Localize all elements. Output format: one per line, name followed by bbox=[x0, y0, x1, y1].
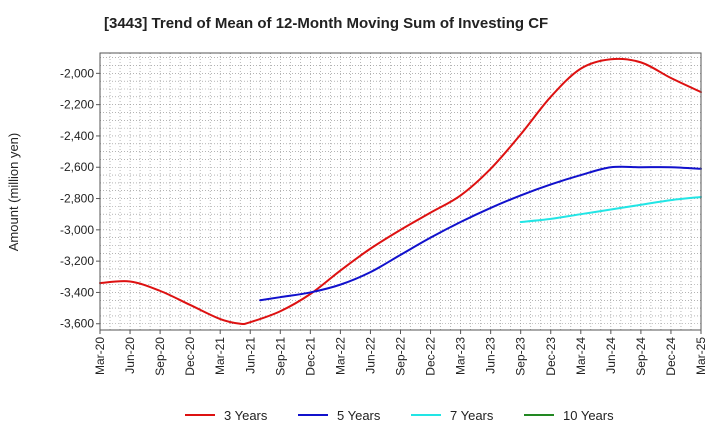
y-tick-label: -3,400 bbox=[60, 285, 94, 299]
x-tick-label: Dec-20 bbox=[183, 337, 197, 376]
x-tick-label: Mar-25 bbox=[694, 337, 708, 375]
y-tick-label: -2,000 bbox=[60, 66, 94, 80]
y-tick-label: -2,800 bbox=[60, 192, 94, 206]
chart-title: [3443] Trend of Mean of 12-Month Moving … bbox=[104, 15, 548, 32]
y-tick-label: -2,600 bbox=[60, 160, 94, 174]
x-tick-label: Mar-23 bbox=[454, 337, 468, 375]
y-tick-label: -2,200 bbox=[60, 98, 94, 112]
y-tick-label: -3,000 bbox=[60, 223, 94, 237]
series-line-7-years bbox=[519, 195, 702, 224]
x-tick-label: Jun-21 bbox=[243, 337, 257, 374]
x-tick-label: Jun-22 bbox=[363, 337, 377, 374]
x-tick-label: Jun-20 bbox=[123, 337, 137, 374]
x-tick-label: Dec-24 bbox=[664, 337, 678, 376]
legend-label-5-years: 5 Years bbox=[337, 408, 381, 423]
x-tick-label: Jun-24 bbox=[604, 337, 618, 374]
x-tick-label: Sep-23 bbox=[514, 337, 528, 376]
y-tick-label: -3,200 bbox=[60, 254, 94, 268]
x-tick-label: Mar-20 bbox=[93, 337, 107, 375]
x-axis: Mar-20 Jun-20 Sep-20 Dec-20 Mar-21 Jun-21 Sep-… bbox=[93, 330, 708, 376]
x-tick-label: Mar-24 bbox=[574, 337, 588, 375]
series-lines bbox=[99, 57, 702, 326]
x-tick-label: Dec-23 bbox=[544, 337, 558, 376]
x-tick-label: Jun-23 bbox=[484, 337, 498, 374]
x-tick-label: Sep-20 bbox=[153, 337, 167, 376]
y-axis: -2,000 -2,200 -2,400 -2,600 -2,800 -3,000 -3,2… bbox=[60, 66, 100, 331]
x-tick-label: Mar-21 bbox=[213, 337, 227, 375]
x-tick-label: Dec-22 bbox=[424, 337, 438, 376]
legend-label-3-years: 3 Years bbox=[224, 408, 268, 423]
x-tick-label: Sep-24 bbox=[634, 337, 648, 376]
x-tick-label: Mar-22 bbox=[333, 337, 347, 375]
y-tick-label: -2,400 bbox=[60, 129, 94, 143]
x-tick-label: Dec-21 bbox=[303, 337, 317, 376]
y-axis-title: Amount (million yen) bbox=[6, 133, 21, 252]
legend: 3 Years 5 Years 7 Years 10 Years bbox=[185, 408, 614, 423]
legend-label-7-years: 7 Years bbox=[450, 408, 494, 423]
series-line-3-years bbox=[99, 57, 702, 326]
grid bbox=[99, 53, 702, 330]
legend-label-10-years: 10 Years bbox=[563, 408, 614, 423]
y-tick-label: -3,600 bbox=[60, 317, 94, 331]
x-tick-label: Sep-21 bbox=[273, 337, 287, 376]
series-line-5-years bbox=[259, 165, 702, 302]
x-tick-label: Sep-22 bbox=[394, 337, 408, 376]
